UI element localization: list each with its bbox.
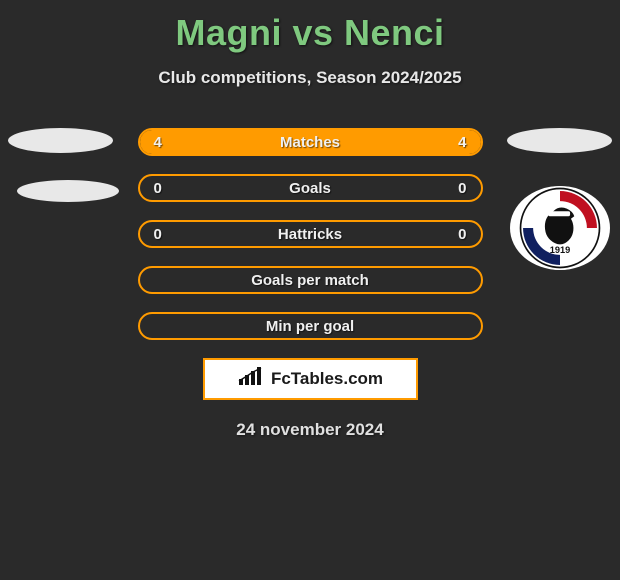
stat-label: Min per goal xyxy=(266,318,354,335)
stat-label: Hattricks xyxy=(278,226,342,243)
club-right-badge: 1919 xyxy=(510,186,610,270)
attribution-badge: FcTables.com xyxy=(203,358,418,400)
player-right-photo-placeholder xyxy=(507,128,612,153)
stat-value-left: 0 xyxy=(154,226,162,243)
stat-value-right: 0 xyxy=(458,180,466,197)
stat-row-goals-per-match: Goals per match xyxy=(138,266,483,294)
subtitle: Club competitions, Season 2024/2025 xyxy=(0,68,620,88)
stat-row-hattricks: 0 Hattricks 0 xyxy=(138,220,483,248)
page-title: Magni vs Nenci xyxy=(0,0,620,54)
stat-row-goals: 0 Goals 0 xyxy=(138,174,483,202)
stats-block: 1919 4 Matches 4 0 Goals 0 0 Hattricks 0… xyxy=(0,128,620,340)
stat-row-min-per-goal: Min per goal xyxy=(138,312,483,340)
club-left-badge-placeholder xyxy=(17,180,119,202)
stat-label: Goals per match xyxy=(251,272,369,289)
bar-chart-icon xyxy=(237,367,265,392)
svg-text:1919: 1919 xyxy=(550,245,571,255)
stat-value-right: 4 xyxy=(458,134,466,151)
stat-label: Goals xyxy=(289,180,331,197)
stat-value-left: 4 xyxy=(154,134,162,151)
stat-value-right: 0 xyxy=(458,226,466,243)
stat-label: Matches xyxy=(280,134,340,151)
date-text: 24 november 2024 xyxy=(0,420,620,440)
stat-value-left: 0 xyxy=(154,180,162,197)
attribution-text: FcTables.com xyxy=(271,369,383,389)
player-left-photo-placeholder xyxy=(8,128,113,153)
stat-row-matches: 4 Matches 4 xyxy=(138,128,483,156)
